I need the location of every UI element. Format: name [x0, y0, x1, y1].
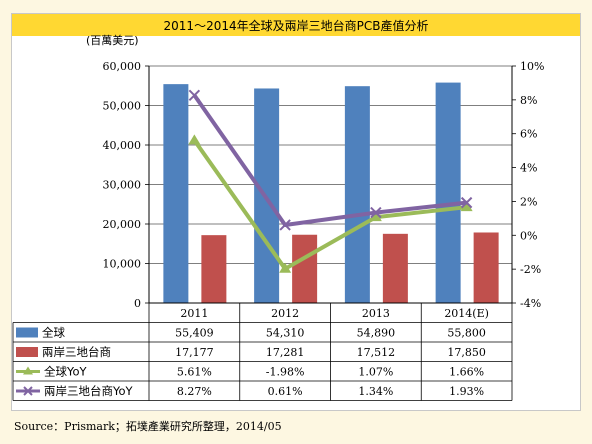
y-left-tick-label: 50,000 — [103, 100, 142, 113]
line-global-yoy — [192, 139, 467, 271]
point-global-yoy — [369, 211, 382, 222]
data-label: 17,512 — [357, 346, 396, 359]
x-tick-label: 2014(E) — [444, 307, 489, 320]
legend-label: 兩岸三地台商YoY — [44, 384, 134, 398]
data-label: 55,800 — [447, 327, 486, 340]
data-label: 1.66% — [449, 366, 484, 379]
bar-global — [435, 82, 461, 303]
y-right-tick-label: 6% — [520, 128, 537, 141]
data-label: 55,409 — [175, 327, 214, 340]
y-left-tick-label: 20,000 — [103, 218, 142, 231]
y-left-tick-label: 0 — [134, 297, 141, 310]
data-label: 1.93% — [449, 385, 484, 398]
data-label: 17,281 — [266, 346, 305, 359]
y-right-tick-label: 4% — [520, 162, 537, 175]
point-cross-strait-yoy — [460, 196, 473, 209]
bar-cross-strait — [292, 234, 318, 303]
data-label: 54,890 — [357, 327, 396, 340]
x-tick-label: 2011 — [180, 307, 208, 320]
bar-cross-strait — [473, 232, 499, 303]
y-axis-unit-label: (百萬美元) — [86, 34, 139, 47]
y-right-tick-label: 8% — [520, 94, 537, 107]
y-left-tick-label: 10,000 — [103, 258, 142, 271]
legend-label: 兩岸三地台商 — [42, 345, 111, 359]
legend-marker — [23, 386, 33, 396]
bar-cross-strait — [201, 235, 227, 303]
chart-title: 2011～2014年全球及兩岸三地台商PCB產值分析 — [12, 14, 580, 36]
x-tick-label: 2012 — [271, 307, 299, 320]
y-left-tick-label: 30,000 — [103, 179, 142, 192]
legend-label: 全球 — [42, 326, 65, 340]
y-right-tick-label: -2% — [520, 263, 541, 276]
line-cross-strait-yoy — [192, 94, 467, 227]
data-label: 17,177 — [175, 346, 214, 359]
y-left-tick-label: 40,000 — [103, 139, 142, 152]
bar-cross-strait — [382, 233, 408, 303]
data-label: 0.61% — [268, 385, 303, 398]
point-global-yoy — [460, 201, 473, 212]
y-right-tick-label: 10% — [520, 60, 544, 73]
point-global-yoy — [188, 134, 201, 145]
bar-global — [344, 86, 370, 303]
y-right-tick-label: 2% — [520, 195, 537, 208]
chart-frame: 2011～2014年全球及兩岸三地台商PCB產值分析 — [11, 13, 581, 411]
source-note: Source：Prismark；拓墣產業研究所整理，2014/05 — [14, 420, 282, 433]
data-label: 54,310 — [266, 327, 305, 340]
point-cross-strait-yoy — [188, 89, 201, 101]
legend-label: 全球YoY — [44, 365, 88, 379]
data-label: 1.34% — [358, 385, 393, 398]
point-cross-strait-yoy — [279, 219, 291, 231]
legend-swatch — [16, 327, 38, 338]
legend-marker — [23, 366, 33, 375]
data-label: 17,850 — [447, 346, 486, 359]
point-global-yoy — [279, 262, 292, 273]
point-cross-strait-yoy — [370, 206, 382, 219]
x-tick-label: 2013 — [362, 307, 390, 320]
y-right-tick-label: 0% — [520, 229, 537, 242]
bar-global — [163, 84, 189, 303]
data-label: 1.07% — [358, 366, 393, 379]
y-right-tick-label: -4% — [520, 297, 541, 310]
data-label: 8.27% — [177, 385, 212, 398]
data-label: -1.98% — [266, 366, 305, 379]
data-label: 5.61% — [177, 366, 212, 379]
legend-swatch — [16, 347, 38, 357]
y-left-tick-label: 60,000 — [103, 60, 142, 73]
